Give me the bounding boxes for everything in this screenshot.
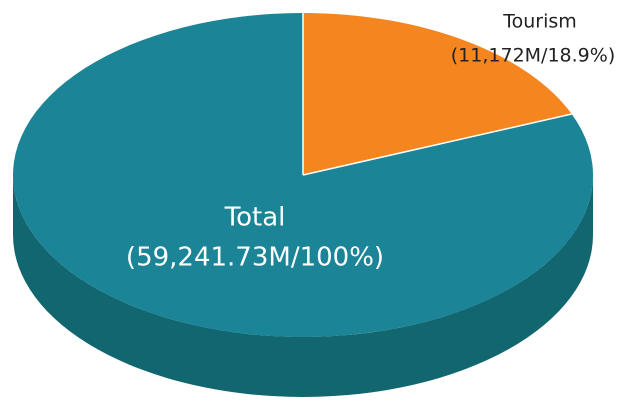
pie [12, 13, 594, 397]
pie-side [13, 175, 593, 397]
slice-label: Total [224, 203, 286, 233]
pie-slice [303, 13, 572, 175]
slice-value-label: (59,241.73M/100%) [126, 243, 384, 273]
slice-label: Tourism [502, 11, 577, 33]
slice-value-label: (11,172M/18.9%) [451, 45, 615, 67]
slice-divider [302, 113, 572, 176]
